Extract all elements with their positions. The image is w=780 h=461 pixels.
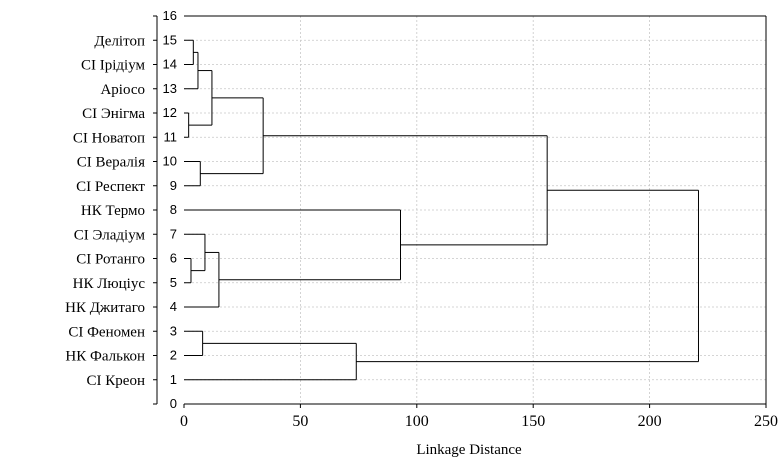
leaf-label: Делітоп [94,33,145,49]
y-tick-label: 14 [163,57,177,72]
y-tick-label: 16 [163,8,177,23]
x-tick-label: 200 [638,413,662,430]
y-tick-label: 0 [170,396,177,411]
leaf-label: СІ Ротанго [76,252,145,268]
y-tick-label: 13 [163,81,177,96]
y-tick-label: 12 [163,105,177,120]
y-tick-label: 5 [170,275,177,290]
y-tick-label: 10 [163,154,177,169]
y-tick-label: 7 [170,226,177,241]
leaf-label: СІ Энігма [82,106,145,122]
y-tick-label: 6 [170,251,177,266]
leaf-label: НК Джитаго [65,300,145,316]
leaf-label: СІ Ірідіум [81,58,146,74]
x-tick-label: 250 [754,413,778,430]
x-tick-label: 100 [405,413,429,430]
x-axis-label: Linkage Distance [416,442,522,458]
leaf-label: СІ Респект [76,179,145,195]
y-tick-label: 9 [170,178,177,193]
leaf-label: СІ Новатоп [73,130,145,146]
y-tick-label: 15 [163,32,177,47]
leaf-label: НК Фалькон [65,349,145,365]
y-tick-label: 4 [170,299,177,314]
leaf-label: СІ Феномен [68,324,145,340]
leaf-label: СІ Вералія [77,155,145,171]
y-tick-label: 11 [164,129,178,144]
label-layer: СІ Креон НК Фалькон СІ Феномен НК Джитаго НК… [65,33,145,389]
leaf-label: СІ Эладіум [74,227,146,243]
link-layer [184,39,699,381]
x-tick-label: 50 [292,413,308,430]
leaf-label: СІ Креон [87,373,145,389]
leaf-label: НК Термо [81,203,145,219]
x-tick-label: 150 [521,413,545,430]
y-tick-label: 8 [170,202,177,217]
y-tick-label: 1 [170,372,177,387]
leaf-label: НК Люціус [73,276,146,292]
grid-layer [184,16,766,404]
y-tick-label: 2 [170,348,177,363]
x-tick-label: 0 [180,413,188,430]
y-tick-label: 3 [170,323,177,338]
leaf-label: Аріосо [100,82,145,98]
